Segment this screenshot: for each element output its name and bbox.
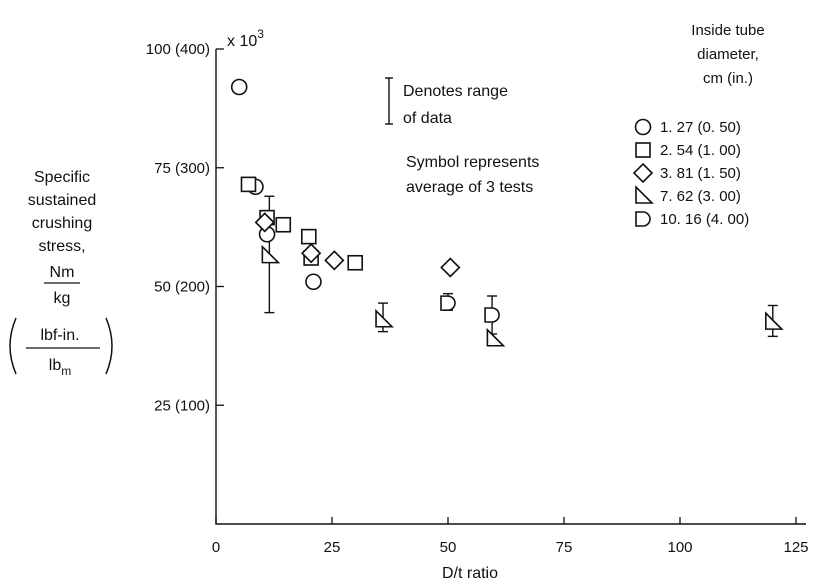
y-label-line-1: Specific bbox=[34, 169, 90, 186]
x-tick-label: 125 bbox=[783, 539, 808, 556]
legend-label: 3. 81 (1. 50) bbox=[660, 165, 741, 182]
data-point-half-round bbox=[484, 307, 500, 323]
y-multiplier-label: x 103 bbox=[227, 27, 264, 50]
y-label-left-paren bbox=[9, 317, 17, 375]
data-point-square bbox=[240, 176, 257, 193]
x-axis-label: D/t ratio bbox=[442, 565, 498, 582]
x-tick-label: 75 bbox=[556, 539, 573, 556]
y-label-us-denominator: lbm bbox=[49, 357, 71, 378]
range-note: Denotes range of data bbox=[385, 77, 508, 127]
y-label-si-numerator: Nm bbox=[50, 264, 75, 281]
data-point-diamond bbox=[440, 257, 461, 278]
legend-label: 7. 62 (3. 00) bbox=[660, 188, 741, 205]
data-point-right-triangle bbox=[486, 327, 506, 347]
legend-marker-square bbox=[635, 142, 651, 158]
y-axis-label: Specific sustained crushing stress, Nm k… bbox=[9, 169, 113, 378]
y-axis-ticks: 25 (100) 50 (200) 75 (300) 100 (400) bbox=[146, 41, 224, 414]
range-note-line-2: of data bbox=[403, 110, 452, 127]
y-label-si-denominator: kg bbox=[54, 290, 71, 307]
symbol-note: Symbol represents average of 3 tests bbox=[406, 154, 539, 196]
data-point-diamond bbox=[300, 243, 322, 264]
x-tick-label: 100 bbox=[667, 539, 692, 556]
data-point-circle bbox=[230, 78, 248, 96]
legend-label: 10. 16 (4. 00) bbox=[660, 211, 749, 228]
data-point-right-triangle bbox=[261, 244, 281, 264]
data-point-square bbox=[275, 216, 292, 233]
y-tick-label: 25 (100) bbox=[154, 397, 210, 414]
legend-marker-half-round bbox=[635, 211, 651, 227]
legend-label: 2. 54 (1. 00) bbox=[660, 142, 741, 159]
x-tick-label: 50 bbox=[440, 539, 457, 556]
range-note-line-1: Denotes range bbox=[403, 83, 508, 100]
x-tick-label: 0 bbox=[212, 539, 220, 556]
data-points bbox=[230, 78, 784, 347]
data-point-square bbox=[300, 228, 317, 245]
data-point-right-triangle bbox=[375, 308, 394, 328]
data-point-circle bbox=[305, 273, 322, 291]
y-label-us-numerator: lbf-in. bbox=[40, 327, 79, 344]
y-label-right-paren bbox=[105, 317, 113, 375]
data-point-half-round bbox=[440, 295, 456, 311]
y-tick-label: 75 (300) bbox=[154, 160, 210, 177]
legend-label: 1. 27 (0. 50) bbox=[660, 119, 741, 136]
symbol-note-line-2: average of 3 tests bbox=[406, 179, 533, 196]
data-point-right-triangle bbox=[764, 311, 784, 330]
legend-title-line-1: Inside tube bbox=[691, 22, 764, 39]
y-multiplier-exponent: 3 bbox=[257, 27, 264, 41]
y-label-line-2: sustained bbox=[28, 192, 97, 209]
legend-marker-right-triangle bbox=[635, 185, 654, 204]
legend-title-line-3: cm (in.) bbox=[703, 70, 753, 87]
y-label-line-3: crushing bbox=[32, 215, 92, 232]
symbol-note-line-1: Symbol represents bbox=[406, 154, 539, 171]
x-axis-ticks: 0 25 50 75 100 125 bbox=[212, 517, 809, 556]
legend-marker-diamond bbox=[632, 162, 654, 184]
legend-items: 1. 27 (0. 50) 2. 54 (1. 00) 3. 81 (1. 50) 7… bbox=[632, 118, 749, 228]
data-point-square bbox=[347, 254, 364, 271]
y-label-line-4: stress, bbox=[38, 238, 85, 255]
legend: Inside tube diameter, cm (in.) 1. 27 (0.… bbox=[632, 22, 765, 228]
data-point-diamond bbox=[254, 212, 275, 233]
x-tick-label: 25 bbox=[324, 539, 341, 556]
y-tick-label: 100 (400) bbox=[146, 41, 210, 58]
y-tick-label: 50 (200) bbox=[154, 279, 210, 296]
legend-marker-circle bbox=[634, 118, 652, 136]
data-point-diamond bbox=[324, 250, 345, 271]
legend-title-line-2: diameter, bbox=[697, 46, 759, 63]
